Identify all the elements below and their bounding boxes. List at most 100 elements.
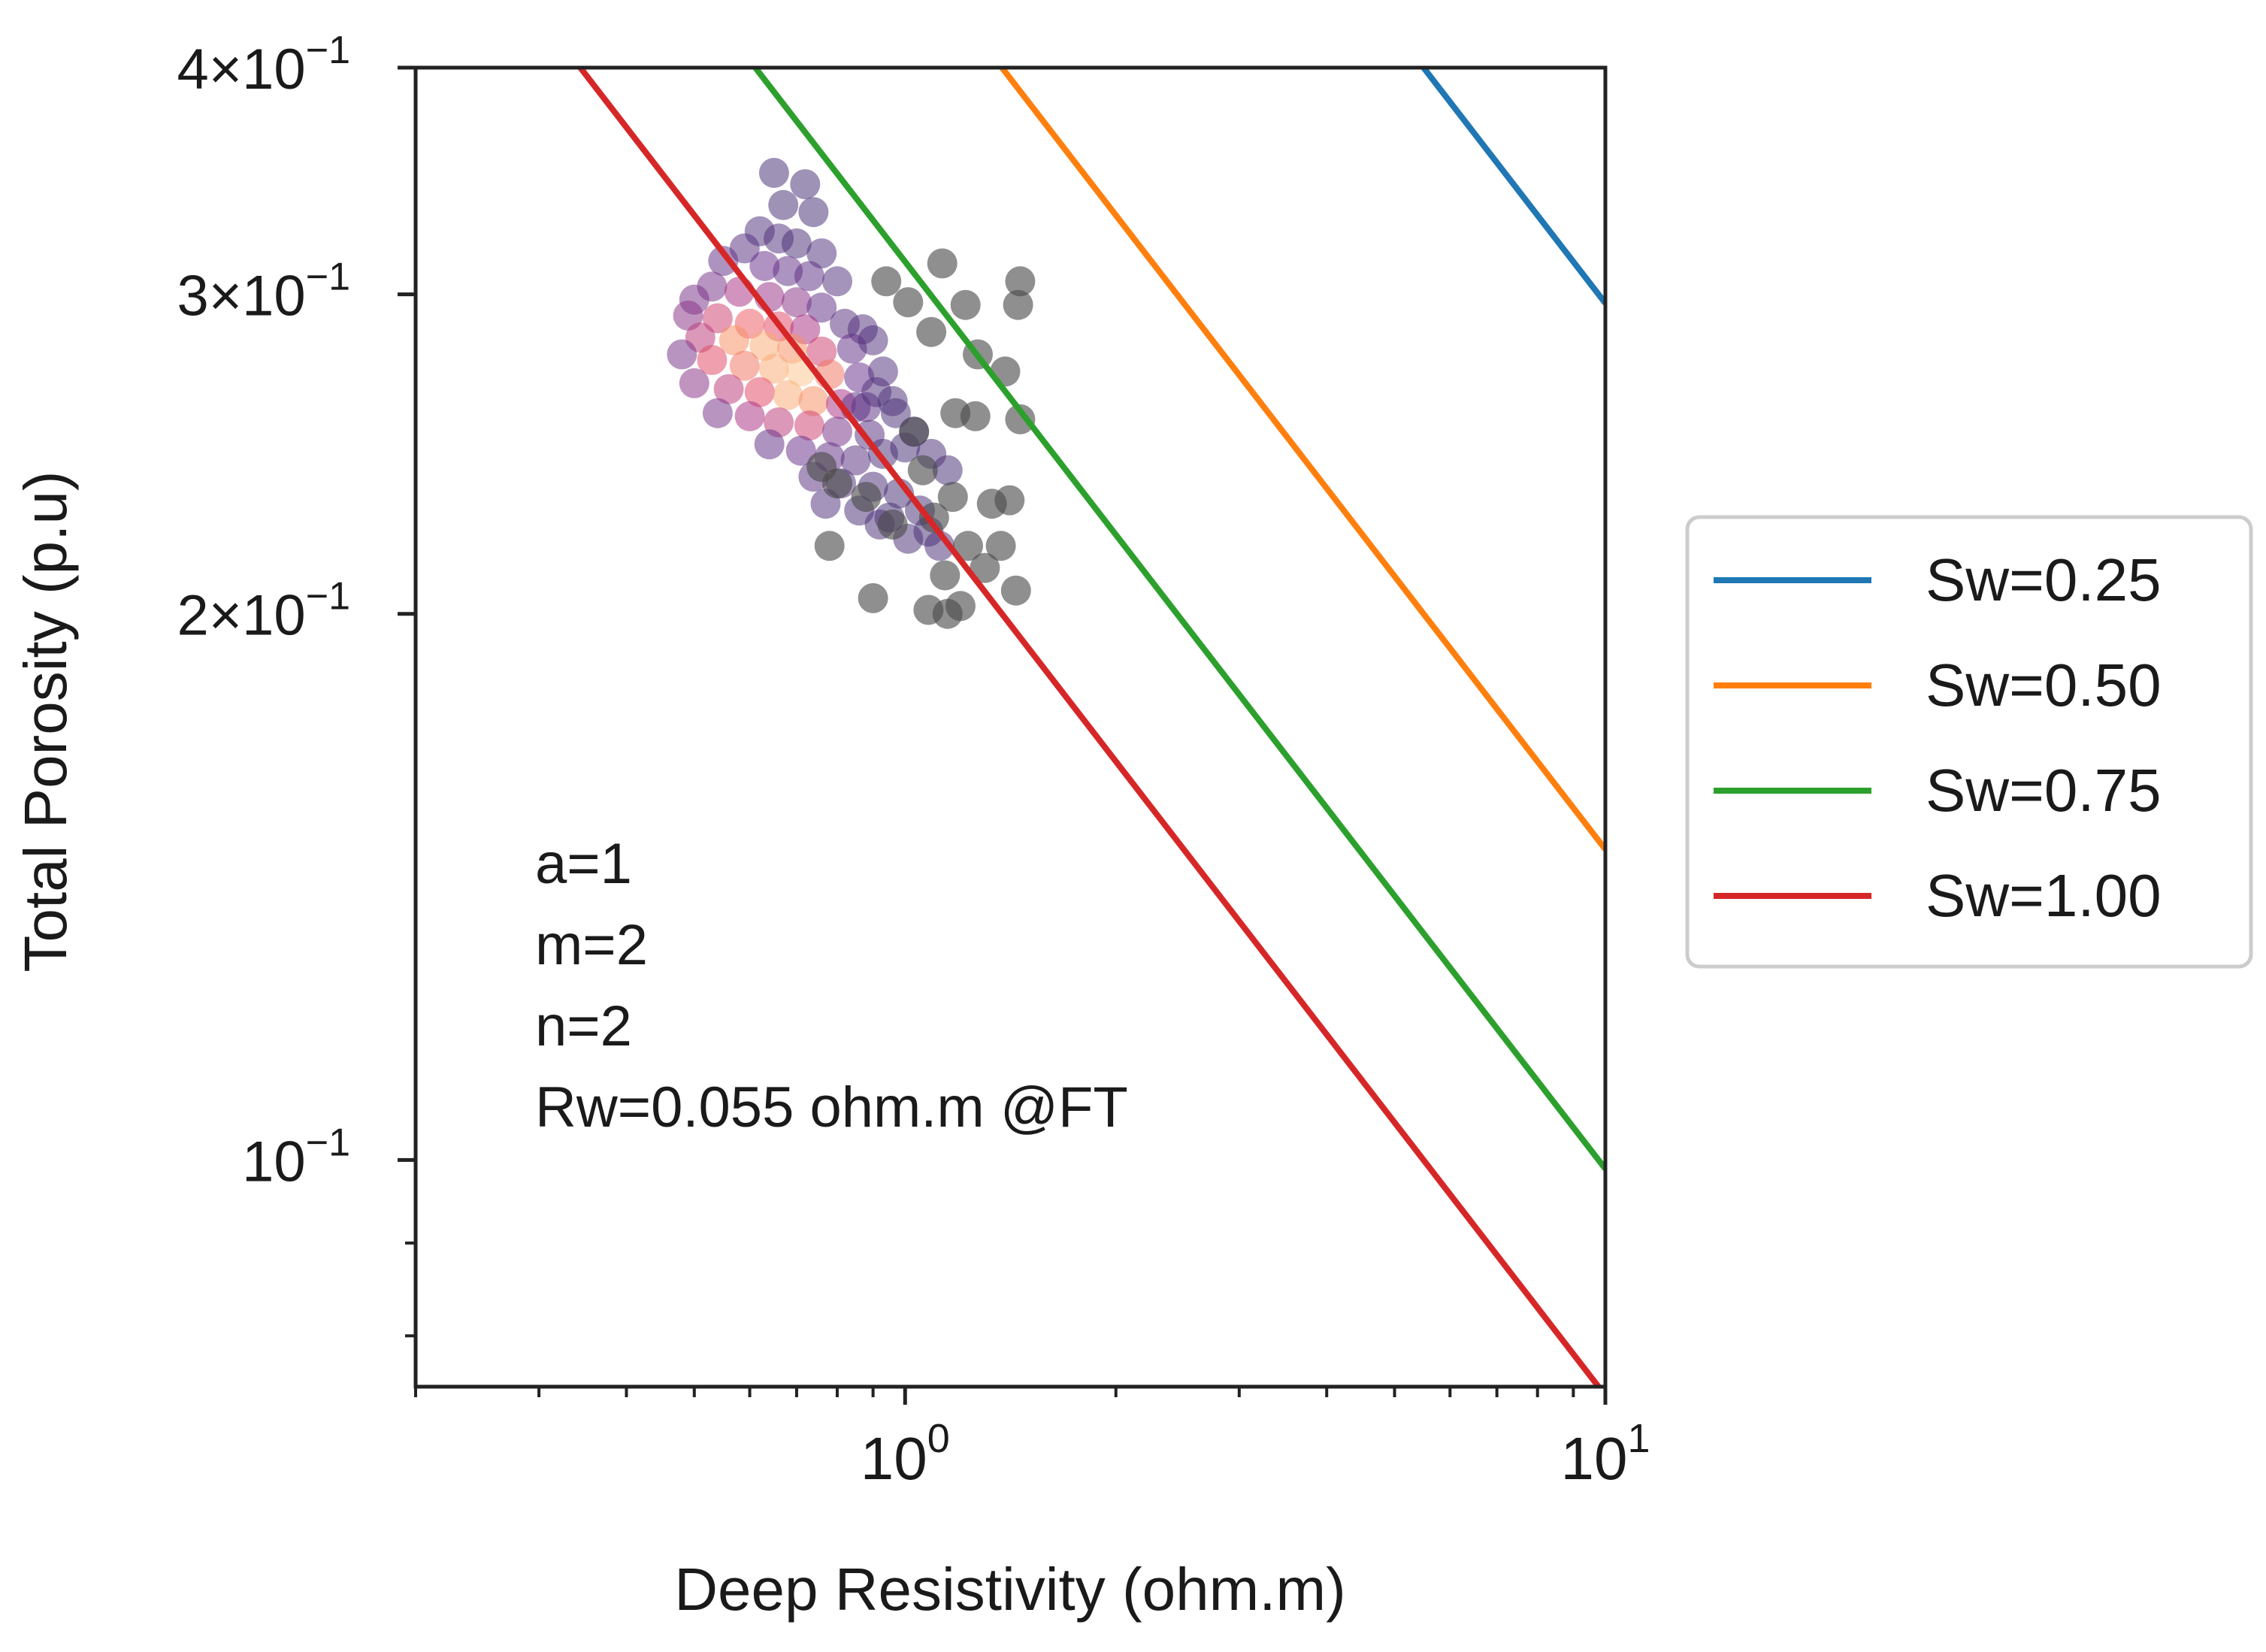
legend: Sw=0.25 Sw=0.50 Sw=0.75 Sw=1.00 [1685,515,2253,969]
scatter-point [758,158,789,188]
x-tick-label: 101 [1560,1416,1650,1492]
scatter-point [970,552,1000,583]
y-tick-exponent: −1 [306,29,350,72]
scatter-point [960,401,991,431]
scatter-point [697,345,728,375]
x-tick-exponent: 1 [1627,1416,1650,1461]
sw-line-1 [998,68,1605,852]
legend-label-0: Sw=0.25 [1926,546,2162,613]
scatter-point [893,287,924,318]
scatter-point [858,582,888,613]
x-axis-label: Deep Resistivity (ohm.m) [674,1556,1346,1623]
scatter-point [781,228,812,259]
scatter-point [994,485,1025,516]
scatter-point [918,502,949,533]
scatter-point [794,410,824,441]
scatter-point [1005,404,1036,434]
scatter-point [822,416,852,447]
scatter-point [916,316,947,347]
scatter-point [708,246,739,277]
scatter-point [734,401,765,431]
y-tick-label: 2×10−1 [177,575,350,648]
scatter-point [749,331,780,362]
scatter-point [713,374,744,404]
y-tick-base: 4×10 [177,38,306,101]
scatter-point [950,289,981,320]
y-tick-label: 4×10−1 [177,29,350,101]
plot-area-frame [413,65,1608,1389]
x-tick-exponent: 0 [927,1416,950,1461]
scatter-point [932,455,963,486]
scatter-point [932,598,963,629]
scatter-point [861,377,892,407]
y-tick-label: 3×10−1 [177,256,350,328]
scatter-point [758,353,789,384]
scatter-point [790,169,821,200]
scatter-point [773,380,803,410]
scatter-point [768,189,799,220]
scatter-point [840,445,871,476]
sw-line-3 [576,68,1602,1387]
sw-line-2 [751,68,1605,1171]
scatter-point [822,266,852,297]
scatter-point [749,250,780,281]
annotation-m: m=2 [535,913,648,977]
scatter-point [880,398,911,428]
x-tick-base: 10 [1560,1425,1627,1492]
scatter-point [781,287,812,318]
scatter-point [798,386,829,416]
annotation-n: n=2 [535,994,632,1058]
annotation-block: a=1 m=2 n=2 Rw=0.055 ohm.m @FT [535,832,1128,1139]
scatter-point [806,336,837,367]
scatter-point [851,482,882,513]
scatter-point [899,416,930,447]
scatter-point [798,197,829,228]
y-tick-exponent: −1 [306,575,350,619]
scatter-point [679,368,709,398]
scatter-point [702,303,733,334]
scatter-point [667,339,697,370]
scatter-point [1003,289,1033,320]
legend-label-1: Sw=0.50 [1926,652,2162,719]
annotation-rw: Rw=0.055 ohm.m @FT [535,1076,1128,1139]
scatter-point [719,325,749,356]
scatter-point [877,509,908,540]
y-tick-base: 3×10 [177,265,306,328]
scatter-point [937,482,968,513]
y-tick-base: 2×10 [177,584,306,648]
y-axis-label: Total Porosity (p.u) [12,471,79,973]
scatter-point [785,435,816,466]
annotation-a: a=1 [535,832,632,896]
sw-lines [576,68,1605,1387]
scatter-point [744,377,775,407]
scatter-point [930,560,961,591]
scatter-point [806,452,837,483]
y-tick-exponent: −1 [306,1121,350,1164]
scatter-point [729,350,760,381]
legend-label-3: Sw=1.00 [1926,862,2162,929]
scatter-point [927,248,958,279]
scatter-point [858,325,888,356]
scatter-point [806,238,837,269]
scatter-point [794,261,824,292]
y-tick-exponent: −1 [306,256,350,299]
legend-label-2: Sw=0.75 [1926,757,2162,824]
scatter-point [1000,575,1031,606]
y-tick-label: 10−1 [242,1121,350,1194]
scatter-point [814,531,845,561]
scatter-point [702,398,733,428]
scatter-point [953,531,983,561]
y-tick-base: 10 [242,1130,306,1194]
scatter-point [985,531,1016,561]
scatter-point [1005,266,1036,297]
scatter-point [871,266,902,297]
x-tick-label: 100 [861,1416,950,1492]
legend-frame [1685,515,2253,969]
scatter-point [907,455,938,486]
scatter-point [806,292,837,323]
x-tick-base: 10 [861,1425,927,1492]
scatter-point [673,300,703,331]
